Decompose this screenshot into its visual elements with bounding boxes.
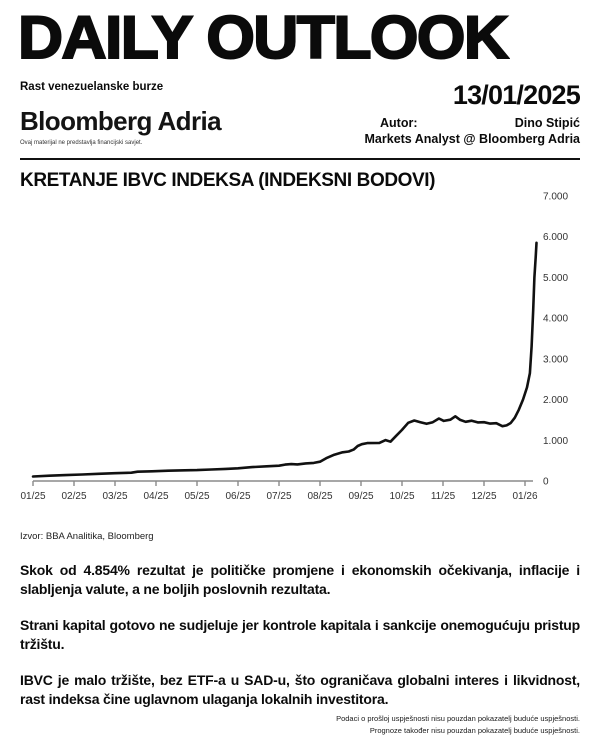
x-tick-label: 04/25 (143, 491, 168, 502)
x-tick-label: 12/25 (471, 491, 496, 502)
brand-disclaimer: Ovaj materijal ne predstavlja financijsk… (20, 140, 143, 146)
x-tick-label: 09/25 (348, 491, 373, 502)
x-axis-labels: 01/25 02/25 03/25 04/25 05/25 06/25 07/25 08/25… (20, 491, 537, 502)
chart-source: Izvor: BBA Analitika, Bloomberg (20, 531, 154, 542)
author-name: Dino Stipić (514, 116, 580, 130)
y-tick-label: 6.000 (543, 232, 568, 243)
ibvc-series-line (31, 241, 538, 478)
footer-disclaimer-line2: Prognoze također nisu pouzdan pokazatelj… (369, 725, 580, 735)
x-tick-label: 10/25 (389, 491, 414, 502)
chart-title: KRETANJE IBVC INDEKSA (INDEKSNI BODOVI) (20, 170, 436, 191)
header-divider (20, 158, 580, 160)
footer-disclaimer-line1: Podaci o prošloj uspješnosti nisu pouzda… (336, 714, 580, 723)
masthead-title: DAILY OUTLOOK (17, 4, 510, 71)
x-tick-label: 03/25 (102, 491, 127, 502)
y-tick-label: 3.000 (543, 354, 568, 365)
y-tick-label: 1.000 (543, 436, 568, 447)
y-axis-labels: 0 1.000 2.000 3.000 4.000 5.000 6.000 7.000 (543, 192, 568, 488)
footer-disclaimer: Podaci o prošloj uspješnosti nisu pouzda… (336, 713, 580, 736)
body-text: Skok od 4.854% rezultat je političke pro… (20, 561, 580, 727)
body-paragraph-2: Strani kapital gotovo ne sudjeluje jer k… (20, 617, 580, 652)
x-tick-label: 07/25 (266, 491, 291, 502)
x-tick-label: 06/25 (225, 491, 250, 502)
x-tick-label: 01/26 (512, 491, 537, 502)
y-tick-label: 0 (543, 477, 549, 488)
issue-date: 13/01/2025 (452, 80, 581, 110)
x-tick-label: 11/25 (431, 491, 456, 502)
author-row: Autor: Dino Stipić (380, 116, 580, 130)
x-tick-label: 08/25 (307, 491, 332, 502)
y-tick-label: 4.000 (543, 314, 568, 325)
author-role: Markets Analyst @ Bloomberg Adria (364, 132, 580, 146)
y-tick-label: 7.000 (543, 192, 568, 203)
x-tick-label: 01/25 (20, 491, 45, 502)
y-tick-label: 5.000 (543, 273, 568, 284)
x-tick-label: 02/25 (61, 491, 86, 502)
y-tick-label: 2.000 (543, 395, 568, 406)
ibvc-line-chart: 0 1.000 2.000 3.000 4.000 5.000 6.000 7.000 01/… (20, 192, 568, 503)
x-axis-ticks (32, 481, 526, 486)
body-paragraph-1: Skok od 4.854% rezultat je političke pro… (20, 562, 580, 597)
body-paragraph-3: IBVC je malo tržište, bez ETF-a u SAD-u,… (20, 672, 580, 708)
author-label: Autor: (380, 116, 418, 130)
x-tick-label: 05/25 (184, 491, 209, 502)
brand-logo: Bloomberg Adria (20, 106, 222, 136)
issue-kicker: Rast venezuelanske burze (20, 81, 164, 93)
